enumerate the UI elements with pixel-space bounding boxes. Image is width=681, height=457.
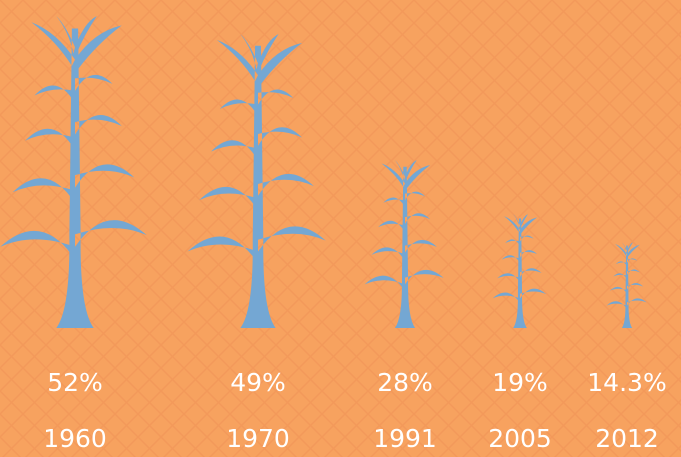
value-label: 19% [492, 368, 548, 397]
category-label: 2012 [595, 424, 659, 453]
category-label: 2005 [488, 424, 552, 453]
page: 52%196049%197028%199119%200514.3%2012 ((… [0, 0, 681, 457]
category-label: 1991 [373, 424, 437, 453]
category-label: 1960 [43, 424, 107, 453]
category-label: 1970 [226, 424, 290, 453]
value-label: 49% [230, 368, 286, 397]
value-label: 28% [377, 368, 433, 397]
value-label: 52% [47, 368, 103, 397]
chart: 52% 1960 49% 1970 28% 1991 19% 2005 14.3% 2012 [0, 0, 681, 457]
value-label: 14.3% [587, 368, 666, 397]
